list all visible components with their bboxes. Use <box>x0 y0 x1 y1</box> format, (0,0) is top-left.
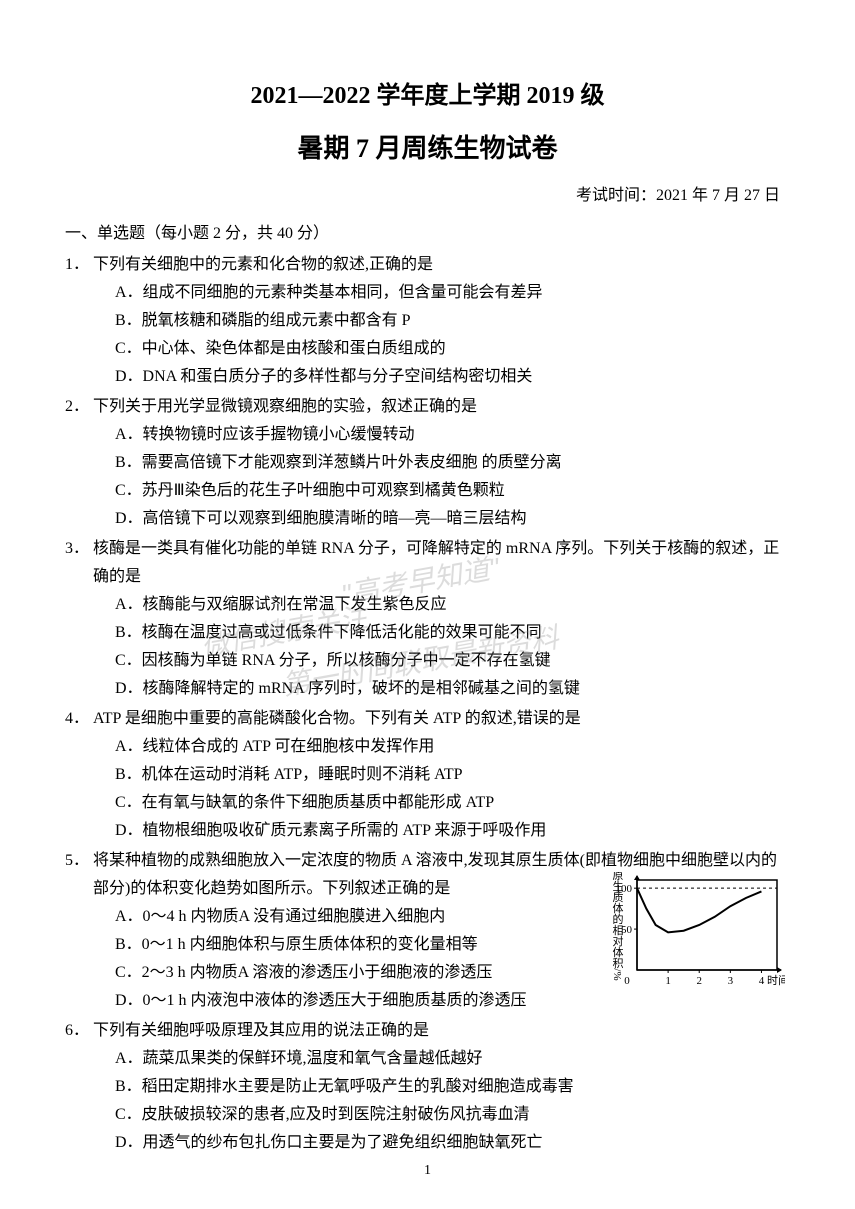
svg-text:3: 3 <box>728 975 734 987</box>
option-a: A．线粒体合成的 ATP 可在细胞核中发挥作用 <box>115 733 790 761</box>
option-b: B．需要高倍镜下才能观察到洋葱鳞片叶外表皮细胞 的质壁分离 <box>115 449 790 477</box>
question-6: 6． 下列有关细胞呼吸原理及其应用的说法正确的是 A．蔬菜瓜果类的保鲜环境,温度… <box>65 1017 790 1157</box>
question-1: 1． 下列有关细胞中的元素和化合物的叙述,正确的是 A．组成不同细胞的元素种类基… <box>65 251 790 391</box>
exam-date: 考试时间：2021 年 7 月 27 日 <box>65 181 790 205</box>
question-3: 3． 核酶是一类具有催化功能的单链 RNA 分子，可降解特定的 mRNA 序列。… <box>65 535 790 703</box>
option-c: C．2～3 h 内物质A 溶液的渗透压小于细胞液的渗透压 <box>115 959 565 987</box>
option-a: A．0～4 h 内物质A 没有通过细胞膜进入细胞内 <box>115 903 565 931</box>
option-c: C．因核酶为单链 RNA 分子，所以核酶分子中一定不存在氢键 <box>115 647 790 675</box>
option-b: B．脱氧核糖和磷脂的组成元素中都含有 P <box>115 307 790 335</box>
volume-chart: 5010001234时间/h原生质体的相对体积/% <box>605 872 785 992</box>
q-number: 5． <box>65 847 93 903</box>
option-b: B．0～1 h 内细胞体积与原生质体体积的变化量相等 <box>115 931 565 959</box>
option-c: C．苏丹Ⅲ染色后的花生子叶细胞中可观察到橘黄色颗粒 <box>115 477 790 505</box>
option-c: C．在有氧与缺氧的条件下细胞质基质中都能形成 ATP <box>115 789 790 817</box>
option-a: A．蔬菜瓜果类的保鲜环境,温度和氧气含量越低越好 <box>115 1045 790 1073</box>
option-b: B．机体在运动时消耗 ATP，睡眠时则不消耗 ATP <box>115 761 790 789</box>
svg-text:2: 2 <box>696 975 702 987</box>
q-stem-text: 核酶是一类具有催化功能的单链 RNA 分子，可降解特定的 mRNA 序列。下列关… <box>93 535 790 591</box>
option-a: A．核酶能与双缩脲试剂在常温下发生紫色反应 <box>115 591 790 619</box>
svg-text:1: 1 <box>665 975 671 987</box>
option-b: B．稻田定期排水主要是防止无氧呼吸产生的乳酸对细胞造成毒害 <box>115 1073 790 1101</box>
option-b: B．核酶在温度过高或过低条件下降低活化能的效果可能不同 <box>115 619 790 647</box>
title-main: 2021—2022 学年度上学期 2019 级 <box>65 75 790 110</box>
option-d: D．0～1 h 内液泡中液体的渗透压大于细胞质基质的渗透压 <box>115 987 565 1015</box>
option-c: C．皮肤破损较深的患者,应及时到医院注射破伤风抗毒血清 <box>115 1101 790 1129</box>
page-number: 1 <box>0 1163 855 1179</box>
option-a: A．组成不同细胞的元素种类基本相同，但含量可能会有差异 <box>115 279 790 307</box>
option-c: C．中心体、染色体都是由核酸和蛋白质组成的 <box>115 335 790 363</box>
option-d: D．用透气的纱布包扎伤口主要是为了避免组织细胞缺氧死亡 <box>115 1129 790 1157</box>
option-d: D．高倍镜下可以观察到细胞膜清晰的暗—亮—暗三层结构 <box>115 505 790 533</box>
title-sub: 暑期 7 月周练生物试卷 <box>65 128 790 165</box>
svg-text:4: 4 <box>759 975 765 987</box>
svg-text:0: 0 <box>624 975 630 987</box>
q-number: 3． <box>65 535 93 591</box>
q-stem-text: 下列有关细胞中的元素和化合物的叙述,正确的是 <box>93 251 790 279</box>
option-d: D．DNA 和蛋白质分子的多样性都与分子空间结构密切相关 <box>115 363 790 391</box>
question-2: 2． 下列关于用光学显微镜观察细胞的实验，叙述正确的是 A．转换物镜时应该手握物… <box>65 393 790 533</box>
q-stem-text: ATP 是细胞中重要的高能磷酸化合物。下列有关 ATP 的叙述,错误的是 <box>93 705 790 733</box>
svg-text:原生质体的相对体积/%: 原生质体的相对体积/% <box>611 872 624 981</box>
section-header: 一、单选题（每小题 2 分，共 40 分） <box>65 219 790 243</box>
option-d: D．核酶降解特定的 mRNA 序列时，破坏的是相邻碱基之间的氢键 <box>115 675 790 703</box>
option-a: A．转换物镜时应该手握物镜小心缓慢转动 <box>115 421 790 449</box>
svg-text:时间/h: 时间/h <box>767 974 785 987</box>
option-d: D．植物根细胞吸收矿质元素离子所需的 ATP 来源于呼吸作用 <box>115 817 790 845</box>
q-number: 2． <box>65 393 93 421</box>
q-number: 1． <box>65 251 93 279</box>
q-number: 4． <box>65 705 93 733</box>
q-stem-text: 下列关于用光学显微镜观察细胞的实验，叙述正确的是 <box>93 393 790 421</box>
question-4: 4． ATP 是细胞中重要的高能磷酸化合物。下列有关 ATP 的叙述,错误的是 … <box>65 705 790 845</box>
q-stem-text: 下列有关细胞呼吸原理及其应用的说法正确的是 <box>93 1017 790 1045</box>
q-number: 6． <box>65 1017 93 1045</box>
